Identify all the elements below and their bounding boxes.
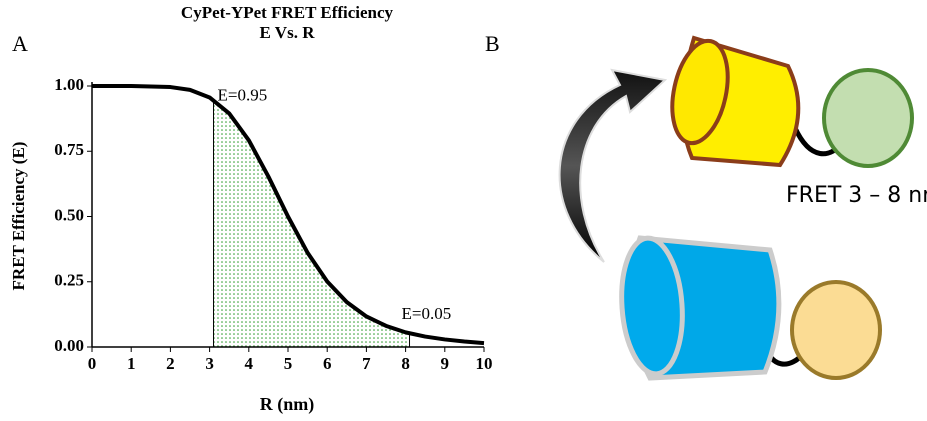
y-tick-label: 0.50 xyxy=(54,205,84,224)
y-tick-label: 1.00 xyxy=(54,75,84,94)
acceptor-domain xyxy=(822,68,914,168)
y-tick-label: 0.25 xyxy=(54,271,84,290)
line xyxy=(92,84,485,346)
plot-area: E=0.95 E=0.05 0.00 0.25 0.50 0.75 1.00 0 1 2 3 4 5 6 7… xyxy=(54,75,492,373)
chart-title: CyPet-YPet FRET Efficiency xyxy=(181,3,394,22)
diagram-label: FRET 3 – 8 nm xyxy=(786,183,927,208)
shaded-area xyxy=(213,100,410,347)
x-tick-label: 7 xyxy=(362,354,371,373)
diagram: FRET 3 – 8 nm xyxy=(558,35,927,381)
x-tick-label: 9 xyxy=(441,354,450,373)
annotation: E=0.05 xyxy=(402,304,452,323)
x-tick-label: 4 xyxy=(245,354,254,373)
x-tick-label: 10 xyxy=(476,354,493,373)
x-tick-label: 8 xyxy=(401,354,410,373)
y-tick-label: 0.75 xyxy=(54,140,84,159)
donor-domain xyxy=(790,280,882,380)
x-tick-label: 0 xyxy=(88,354,97,373)
cypet-face xyxy=(619,235,685,377)
x-axis-label: R (nm) xyxy=(260,394,315,415)
x-tick-label: 5 xyxy=(284,354,293,373)
x-tick-label: 3 xyxy=(205,354,214,373)
x-tick-label: 2 xyxy=(166,354,175,373)
panel-label: B xyxy=(485,31,500,56)
panel-label: A xyxy=(12,31,28,56)
y-tick-label: 0.00 xyxy=(54,336,84,355)
arrow xyxy=(558,68,668,263)
y-axis-label: FRET Efficiency (E) xyxy=(9,142,28,291)
ypet-face xyxy=(670,38,730,146)
chart-subtitle: E Vs. R xyxy=(260,23,316,42)
x-tick-label: 1 xyxy=(127,354,136,373)
x-tick-label: 6 xyxy=(323,354,332,373)
annotation: E=0.95 xyxy=(218,86,268,105)
